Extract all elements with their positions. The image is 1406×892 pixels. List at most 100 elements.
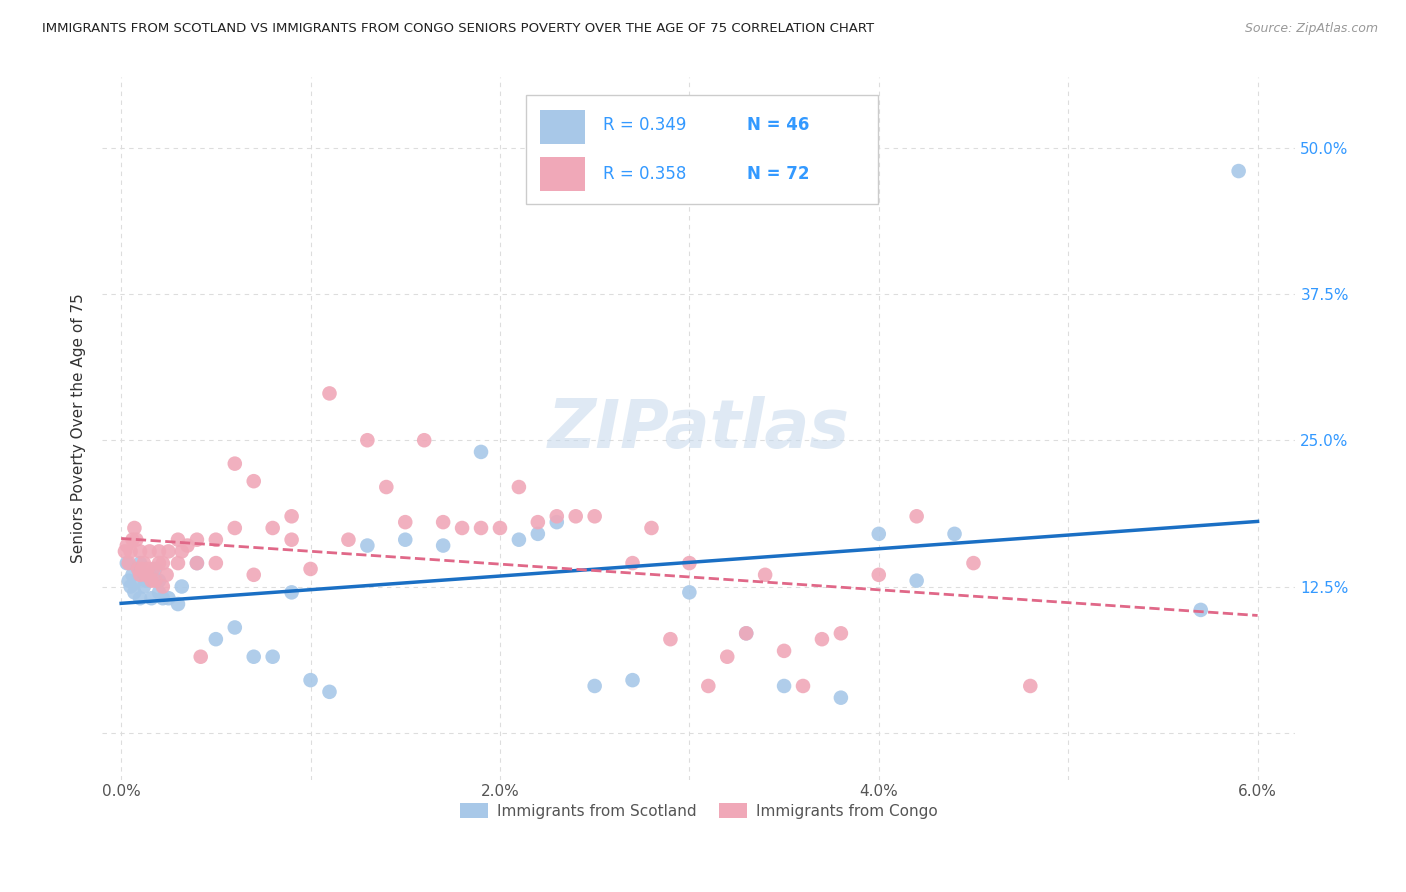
Point [148, 556, 170, 570]
Point [773, 644, 796, 658]
Point [811, 632, 834, 647]
Legend: Immigrants from Scotland, Immigrants from Congo: Immigrants from Scotland, Immigrants fro… [454, 797, 943, 824]
Point [716, 649, 738, 664]
Point [375, 480, 398, 494]
Y-axis label: Seniors Poverty Over the Age of 75: Seniors Poverty Over the Age of 75 [72, 293, 86, 564]
Point [583, 679, 606, 693]
Point [413, 434, 436, 448]
Text: R = 0.358: R = 0.358 [603, 165, 686, 183]
Point [754, 567, 776, 582]
Point [678, 585, 700, 599]
Point [470, 445, 492, 459]
Point [125, 533, 148, 547]
Point [138, 567, 160, 582]
Point [337, 533, 360, 547]
Point [640, 521, 662, 535]
Point [678, 556, 700, 570]
Point [1019, 679, 1042, 693]
Point [356, 539, 378, 553]
Point [697, 679, 720, 693]
Point [120, 544, 142, 558]
Point [792, 679, 814, 693]
Point [318, 386, 340, 401]
Point [280, 533, 302, 547]
Point [186, 533, 208, 547]
Point [830, 626, 852, 640]
Point [170, 580, 193, 594]
Point [527, 526, 550, 541]
Point [124, 585, 146, 599]
Point [135, 567, 157, 582]
Point [141, 591, 163, 606]
Point [943, 526, 966, 541]
Point [508, 533, 530, 547]
Point [735, 626, 758, 640]
Point [527, 515, 550, 529]
Point [621, 673, 644, 687]
Point [394, 515, 416, 529]
Point [138, 544, 160, 558]
Point [1227, 164, 1250, 178]
Point [127, 562, 149, 576]
Point [621, 556, 644, 570]
Point [136, 562, 159, 576]
Point [141, 574, 163, 588]
Point [830, 690, 852, 705]
Point [546, 509, 568, 524]
Point [224, 620, 246, 634]
Point [205, 632, 228, 647]
Point [152, 580, 174, 594]
Point [157, 544, 180, 558]
Point [132, 580, 155, 594]
Point [148, 585, 170, 599]
Point [318, 685, 340, 699]
Point [167, 597, 190, 611]
Point [868, 526, 890, 541]
Point [167, 556, 190, 570]
Point [115, 556, 138, 570]
Point [125, 574, 148, 588]
Point [114, 544, 136, 558]
Point [451, 521, 474, 535]
Point [152, 556, 174, 570]
Point [152, 591, 174, 606]
Point [262, 649, 284, 664]
Point [262, 521, 284, 535]
Point [121, 567, 143, 582]
Point [773, 679, 796, 693]
Point [190, 649, 212, 664]
Point [564, 509, 586, 524]
Point [157, 591, 180, 606]
Point [242, 474, 264, 488]
Point [905, 574, 928, 588]
Point [583, 509, 606, 524]
Point [489, 521, 512, 535]
Point [735, 626, 758, 640]
Point [432, 515, 454, 529]
FancyBboxPatch shape [526, 95, 877, 204]
Point [280, 585, 302, 599]
Point [546, 515, 568, 529]
Point [132, 556, 155, 570]
Point [131, 562, 153, 576]
Point [205, 533, 228, 547]
Point [868, 567, 890, 582]
Point [143, 574, 166, 588]
Point [299, 562, 322, 576]
Point [508, 480, 530, 494]
Point [143, 562, 166, 576]
Point [280, 509, 302, 524]
Point [1189, 603, 1212, 617]
Point [118, 556, 141, 570]
Point [186, 556, 208, 570]
Point [129, 567, 152, 582]
Point [167, 533, 190, 547]
Text: R = 0.349: R = 0.349 [603, 116, 686, 134]
Point [176, 539, 198, 553]
FancyBboxPatch shape [540, 158, 585, 191]
Text: ZIPatlas: ZIPatlas [548, 395, 849, 461]
Point [905, 509, 928, 524]
Text: IMMIGRANTS FROM SCOTLAND VS IMMIGRANTS FROM CONGO SENIORS POVERTY OVER THE AGE O: IMMIGRANTS FROM SCOTLAND VS IMMIGRANTS F… [42, 22, 875, 36]
Text: N = 72: N = 72 [747, 165, 808, 183]
Point [148, 574, 170, 588]
